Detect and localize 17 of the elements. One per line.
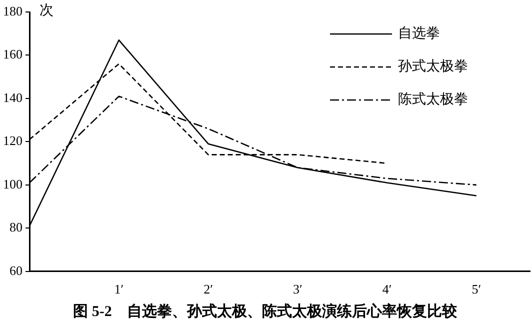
y-tick-label: 160 (3, 46, 22, 62)
y-tick-label: 100 (3, 176, 22, 192)
x-tick-label: 1′ (114, 282, 124, 297)
legend-label: 孙式太极拳 (398, 58, 468, 75)
y-tick-label: 60 (10, 262, 22, 278)
y-tick-label: 80 (10, 220, 22, 235)
x-tick-label: 5′ (472, 282, 482, 297)
y-tick-label: 140 (3, 90, 22, 105)
y-tick-label: 120 (3, 133, 22, 148)
y-axis-title: 次 (40, 2, 54, 19)
x-tick-label: 3′ (292, 282, 302, 297)
legend-label: 陈式太极拳 (398, 92, 468, 108)
y-tick-label: 180 (3, 3, 22, 18)
x-tick-label: 4′ (382, 282, 392, 297)
text: 图 5-2 自选拳、孙式太极、陈式太极演练后心率恢复比较 (73, 302, 458, 320)
x-tick-label: 2′ (204, 282, 214, 297)
legend-label: 自选拳 (398, 26, 440, 42)
